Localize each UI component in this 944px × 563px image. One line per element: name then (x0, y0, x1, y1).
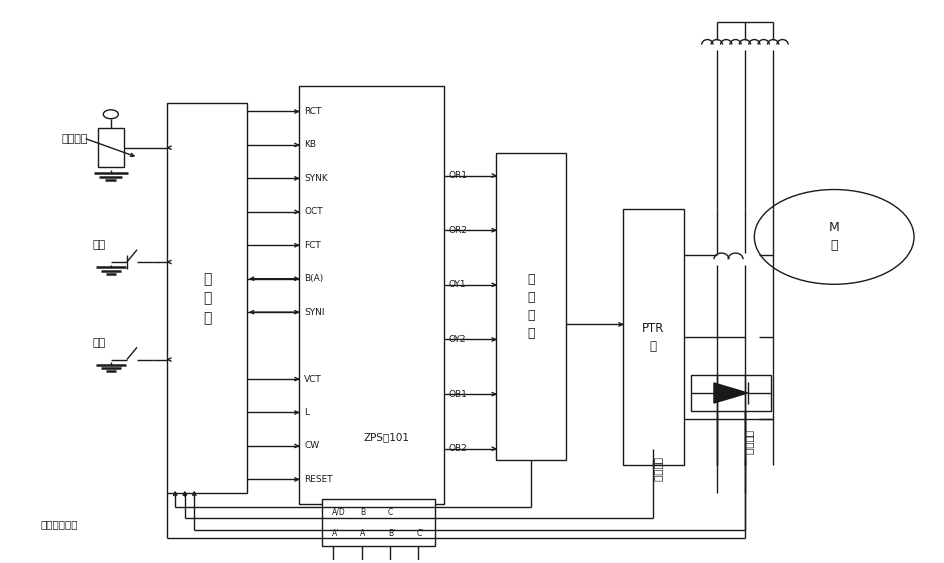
Bar (496, 153, 565, 460)
Text: OR1: OR1 (447, 171, 466, 180)
Text: 计
算
机: 计 算 机 (203, 272, 211, 325)
Text: OY1: OY1 (447, 280, 465, 289)
Text: OB2: OB2 (447, 444, 466, 453)
Text: L: L (304, 408, 309, 417)
Bar (622, 209, 683, 466)
Text: A': A' (331, 529, 339, 538)
Bar (298, 86, 444, 504)
Text: C': C' (415, 529, 423, 538)
Text: SYNK: SYNK (304, 174, 328, 183)
Text: 失速信号: 失速信号 (744, 430, 754, 455)
Text: PTR
组: PTR 组 (642, 321, 664, 353)
Text: M
～: M ～ (828, 221, 838, 252)
Bar (167, 103, 246, 493)
Circle shape (753, 190, 913, 284)
Text: B(A): B(A) (304, 274, 323, 283)
Text: B: B (360, 508, 364, 517)
Text: B': B' (388, 529, 395, 538)
Text: FCT: FCT (304, 241, 321, 250)
Text: 反转: 反转 (93, 338, 106, 348)
Text: 故障信号: 故障信号 (652, 457, 663, 482)
Text: KB: KB (304, 140, 316, 149)
Text: CW: CW (304, 441, 319, 450)
Text: C: C (388, 508, 393, 517)
Text: OB1: OB1 (447, 390, 466, 399)
Text: SYNI: SYNI (304, 307, 325, 316)
Circle shape (103, 110, 118, 119)
Text: RESET: RESET (304, 475, 332, 484)
Text: A/D: A/D (331, 508, 345, 517)
Text: 隔
离
放
大: 隔 离 放 大 (527, 273, 534, 340)
Bar (97, 128, 124, 167)
Bar (322, 499, 434, 546)
Text: OY2: OY2 (447, 335, 465, 344)
Text: OCT: OCT (304, 207, 323, 216)
Text: VCT: VCT (304, 374, 322, 383)
Text: OR2: OR2 (447, 226, 466, 235)
Polygon shape (713, 383, 747, 403)
Text: 频率给定: 频率给定 (61, 135, 88, 144)
Text: ZPS－101: ZPS－101 (362, 432, 409, 443)
Text: 复位: 复位 (93, 240, 106, 251)
Text: 电流检测信号: 电流检测信号 (41, 519, 77, 529)
Text: RCT: RCT (304, 107, 321, 116)
Text: A: A (360, 529, 364, 538)
Bar (690, 375, 770, 411)
